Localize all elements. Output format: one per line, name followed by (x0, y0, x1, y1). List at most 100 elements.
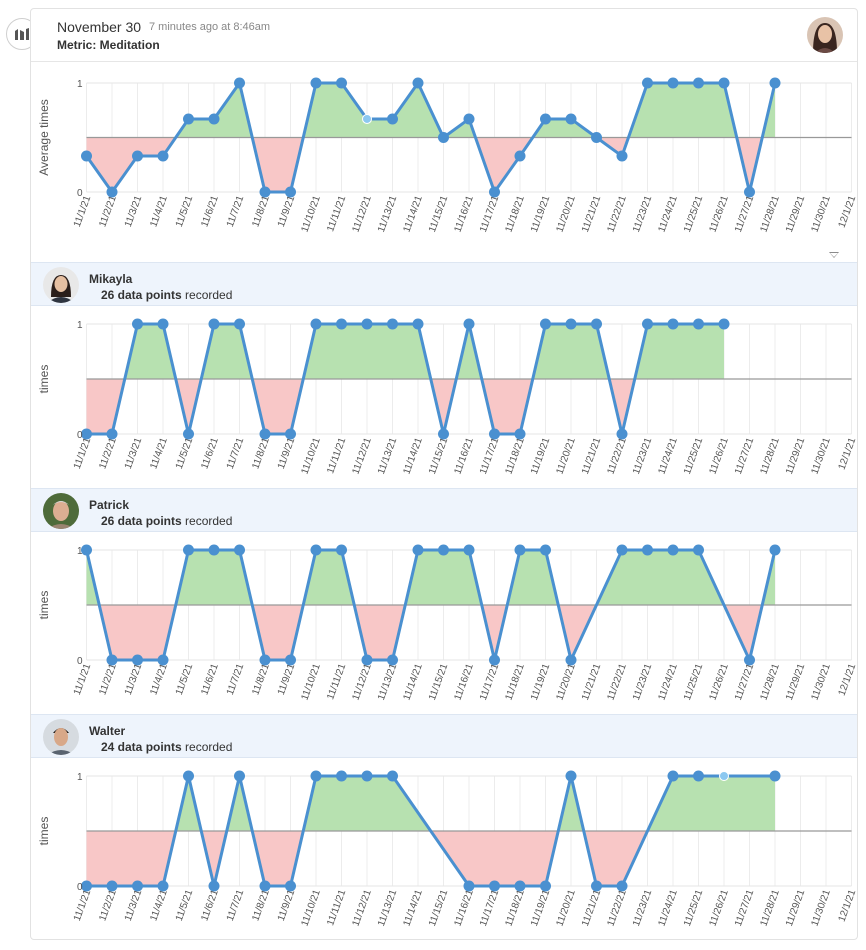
data-point[interactable] (106, 880, 118, 892)
data-point[interactable] (259, 186, 271, 198)
data-point[interactable] (591, 880, 602, 892)
data-point[interactable] (310, 77, 322, 89)
data-point[interactable] (463, 880, 475, 892)
data-point[interactable] (208, 880, 220, 892)
data-point[interactable] (412, 77, 424, 89)
data-point[interactable] (591, 132, 602, 143)
data-point[interactable] (157, 318, 169, 330)
data-point[interactable] (744, 654, 755, 666)
data-point[interactable] (540, 113, 551, 125)
data-point[interactable] (285, 654, 296, 666)
data-point[interactable] (336, 770, 347, 782)
data-point[interactable] (285, 880, 296, 892)
data-point[interactable] (540, 880, 551, 892)
data-point[interactable] (719, 771, 729, 781)
collapse-arrow-icon[interactable] (829, 252, 839, 258)
data-point[interactable] (234, 770, 245, 782)
data-point[interactable] (489, 654, 500, 666)
data-point[interactable] (744, 186, 755, 198)
data-point[interactable] (693, 770, 704, 782)
data-point[interactable] (132, 654, 143, 666)
data-point[interactable] (362, 113, 372, 124)
data-point[interactable] (489, 186, 500, 198)
data-point[interactable] (616, 428, 628, 440)
data-point[interactable] (361, 770, 373, 782)
data-point[interactable] (642, 318, 653, 330)
data-point[interactable] (387, 318, 398, 330)
data-point[interactable] (642, 77, 653, 89)
data-point[interactable] (361, 318, 373, 330)
data-point[interactable] (208, 113, 220, 125)
data-point[interactable] (183, 428, 194, 440)
data-point[interactable] (387, 113, 398, 125)
data-point[interactable] (769, 77, 781, 89)
data-point[interactable] (591, 318, 602, 330)
author-avatar[interactable] (807, 17, 843, 53)
data-point[interactable] (234, 544, 245, 556)
data-point[interactable] (310, 318, 322, 330)
data-point[interactable] (540, 544, 551, 556)
data-point[interactable] (642, 544, 653, 556)
person-row-mikayla[interactable]: Mikayla 26 data points recorded (31, 262, 857, 306)
data-point[interactable] (106, 654, 118, 666)
data-point[interactable] (183, 544, 194, 556)
data-point[interactable] (81, 150, 92, 162)
data-point[interactable] (285, 428, 296, 440)
data-point[interactable] (489, 428, 500, 440)
data-point[interactable] (412, 544, 424, 556)
data-point[interactable] (769, 770, 781, 782)
data-point[interactable] (565, 654, 577, 666)
data-point[interactable] (336, 544, 347, 556)
data-point[interactable] (667, 318, 679, 330)
data-point[interactable] (667, 544, 679, 556)
data-point[interactable] (438, 132, 449, 143)
data-point[interactable] (336, 77, 347, 89)
data-point[interactable] (565, 770, 577, 782)
data-point[interactable] (667, 770, 679, 782)
data-point[interactable] (616, 880, 628, 892)
data-point[interactable] (208, 544, 220, 556)
data-point[interactable] (259, 428, 271, 440)
data-point[interactable] (514, 544, 526, 556)
data-point[interactable] (463, 318, 475, 330)
data-point[interactable] (234, 318, 245, 330)
data-point[interactable] (387, 770, 398, 782)
data-point[interactable] (157, 654, 169, 666)
data-point[interactable] (106, 428, 118, 440)
data-point[interactable] (693, 544, 704, 556)
data-point[interactable] (81, 880, 92, 892)
data-point[interactable] (336, 318, 347, 330)
data-point[interactable] (132, 318, 143, 330)
data-point[interactable] (438, 544, 449, 556)
data-point[interactable] (132, 880, 143, 892)
data-point[interactable] (81, 544, 92, 556)
data-point[interactable] (438, 428, 449, 440)
data-point[interactable] (463, 544, 475, 556)
data-point[interactable] (157, 150, 169, 162)
data-point[interactable] (234, 77, 245, 89)
data-point[interactable] (285, 186, 296, 198)
data-point[interactable] (514, 150, 526, 162)
data-point[interactable] (718, 77, 730, 89)
data-point[interactable] (183, 770, 194, 782)
data-point[interactable] (81, 428, 92, 440)
data-point[interactable] (310, 544, 322, 556)
data-point[interactable] (565, 113, 577, 125)
data-point[interactable] (693, 318, 704, 330)
data-point[interactable] (208, 318, 220, 330)
data-point[interactable] (540, 318, 551, 330)
data-point[interactable] (514, 428, 526, 440)
person-row-walter[interactable]: Walter 24 data points recorded (31, 714, 857, 758)
data-point[interactable] (259, 880, 271, 892)
data-point[interactable] (310, 770, 322, 782)
data-point[interactable] (616, 544, 628, 556)
data-point[interactable] (769, 544, 781, 556)
data-point[interactable] (463, 113, 475, 125)
person-row-patrick[interactable]: Patrick 26 data points recorded (31, 488, 857, 532)
data-point[interactable] (693, 77, 704, 89)
data-point[interactable] (718, 318, 730, 330)
data-point[interactable] (667, 77, 679, 89)
data-point[interactable] (489, 880, 500, 892)
data-point[interactable] (412, 318, 424, 330)
data-point[interactable] (259, 654, 271, 666)
